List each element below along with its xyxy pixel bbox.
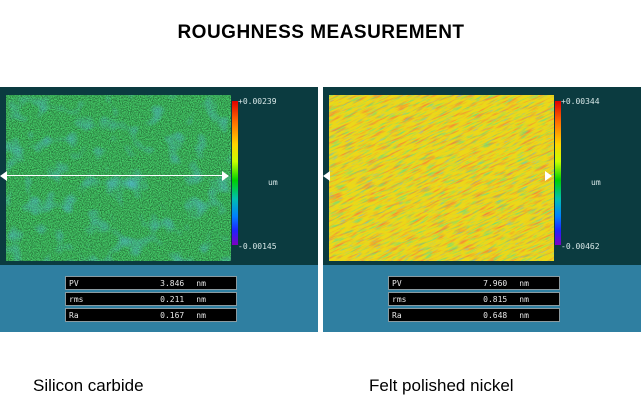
- stat-row-rms: rms 0.211 nm: [65, 292, 237, 306]
- stat-value: 0.211: [160, 294, 185, 304]
- stat-label: rms: [69, 294, 84, 304]
- surface-height-map-image: [329, 95, 554, 261]
- profile-left-arrow-icon: [323, 171, 330, 181]
- stat-unit: nm: [519, 278, 529, 288]
- stat-value: 0.648: [483, 310, 508, 320]
- stat-row-ra: Ra 0.167 nm: [65, 308, 237, 322]
- stat-row-rms: rms 0.815 nm: [388, 292, 560, 306]
- surface-height-map-image: [6, 95, 231, 261]
- measurement-panel-silicon-carbide: +0.00239 um -0.00145 PV 3.846 nm rms 0.2…: [0, 87, 318, 332]
- stat-unit: nm: [196, 310, 206, 320]
- stats-band: PV 3.846 nm rms 0.211 nm Ra 0.167 nm: [0, 265, 318, 332]
- stat-label: Ra: [392, 310, 402, 320]
- stats-band: PV 7.960 nm rms 0.815 nm Ra 0.648 nm: [323, 265, 641, 332]
- scale-max-label: +0.00239: [238, 97, 277, 106]
- profile-right-arrow-icon: [545, 171, 552, 181]
- stat-label: PV: [69, 278, 79, 288]
- stats-table: PV 3.846 nm rms 0.211 nm Ra 0.167 nm: [65, 276, 237, 324]
- stat-row-ra: Ra 0.648 nm: [388, 308, 560, 322]
- page-title: ROUGHNESS MEASUREMENT: [177, 22, 465, 43]
- stat-label: rms: [392, 294, 407, 304]
- color-scale-bar: [555, 101, 561, 245]
- profile-left-arrow-icon: [0, 171, 7, 181]
- scale-max-label: +0.00344: [561, 97, 600, 106]
- stat-unit: nm: [196, 278, 206, 288]
- stats-table: PV 7.960 nm rms 0.815 nm Ra 0.648 nm: [388, 276, 560, 324]
- stat-label: Ra: [69, 310, 79, 320]
- surface-height-map: [6, 95, 231, 261]
- scale-unit-label: um: [268, 178, 278, 187]
- stat-row-pv: PV 3.846 nm: [65, 276, 237, 290]
- scale-min-label: -0.00145: [238, 242, 277, 251]
- profile-right-arrow-icon: [222, 171, 229, 181]
- caption-left: Silicon carbide: [33, 376, 144, 395]
- stat-value: 0.167: [160, 310, 185, 320]
- measurement-panel-felt-polished-nickel: +0.00344 um -0.00462 PV 7.960 nm rms 0.8…: [323, 87, 641, 332]
- stat-unit: nm: [519, 310, 529, 320]
- stat-label: PV: [392, 278, 402, 288]
- scale-min-label: -0.00462: [561, 242, 600, 251]
- stat-unit: nm: [519, 294, 529, 304]
- stat-unit: nm: [196, 294, 206, 304]
- stat-value: 0.815: [483, 294, 508, 304]
- profile-line: [4, 175, 228, 176]
- surface-height-map: [329, 95, 554, 261]
- scale-unit-label: um: [591, 178, 601, 187]
- color-scale-bar: [232, 101, 238, 245]
- stat-value: 7.960: [483, 278, 508, 288]
- stat-row-pv: PV 7.960 nm: [388, 276, 560, 290]
- stat-value: 3.846: [160, 278, 185, 288]
- caption-right: Felt polished nickel: [369, 376, 514, 395]
